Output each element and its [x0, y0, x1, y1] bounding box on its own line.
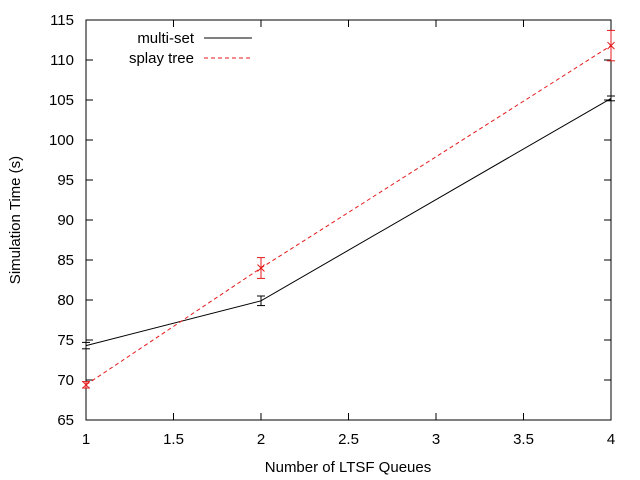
y-tick-label: 85: [57, 252, 74, 269]
y-tick-label: 110: [50, 52, 74, 69]
x-marker-stroke: [607, 41, 615, 50]
x-tick-label: 1.5: [163, 431, 184, 448]
y-tick-label: 115: [50, 12, 74, 29]
data-point: [607, 41, 615, 50]
x-tick-label: 4: [607, 431, 615, 448]
y-tick-label: 90: [57, 212, 74, 229]
y-tick-label: 80: [57, 292, 74, 309]
x-tick-label: 3: [432, 431, 440, 448]
series-line-2: [85, 45, 612, 386]
y-tick-label: 65: [57, 412, 74, 429]
y-tick-label: 100: [49, 132, 74, 149]
x-axis: 1 1.5 2 2.5 3 3.5 4: [82, 20, 615, 448]
y-tick-label: 70: [57, 372, 74, 389]
x-marker-stroke: [257, 264, 265, 272]
legend-item: multi-set: [137, 30, 252, 47]
x-tick-label: 2.5: [338, 431, 359, 448]
legend-label: splay tree: [129, 50, 194, 67]
legend-label: multi-set: [137, 30, 195, 47]
y-axis: 65 70 75 80 85 90 95 100 105 110 115: [49, 12, 611, 429]
series-layer: [82, 29, 615, 389]
x-tick-label: 2: [257, 431, 265, 448]
legend-item: splay tree: [129, 50, 252, 67]
x-tick-label: 3.5: [513, 431, 534, 448]
data-point: [82, 380, 90, 389]
y-tick-label: 95: [57, 172, 74, 189]
y-axis-title: Simulation Time (s): [7, 156, 24, 284]
x-marker-stroke: [82, 380, 90, 389]
x-tick-label: 1: [82, 431, 90, 448]
y-tick-label: 75: [57, 332, 74, 349]
plot-frame: [85, 19, 612, 421]
y-tick-label: 105: [49, 92, 74, 109]
series-line-1: [85, 97, 612, 347]
x-axis-title: Number of LTSF Queues: [265, 459, 431, 476]
data-point: [257, 264, 265, 272]
legend: multi-set splay tree: [129, 30, 252, 67]
